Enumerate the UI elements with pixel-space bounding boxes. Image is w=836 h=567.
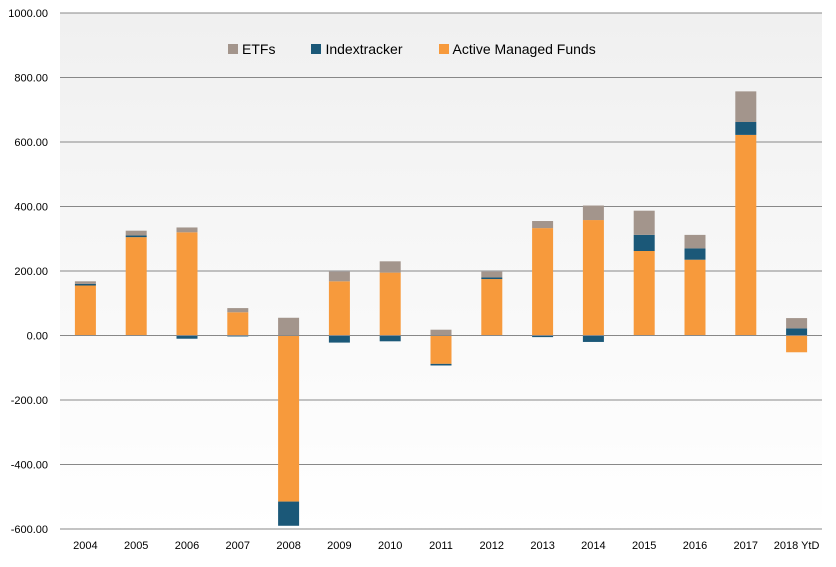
- y-tick-label: -400.00: [11, 460, 48, 472]
- legend-swatch: [438, 44, 449, 54]
- bar-indextracker: [481, 277, 503, 280]
- bar-active-managed-funds: [74, 285, 96, 336]
- bar-indextracker: [379, 335, 401, 342]
- bar-active-managed-funds: [227, 312, 249, 336]
- bar-indextracker: [328, 335, 350, 343]
- x-tick-label: 2013: [530, 540, 554, 552]
- bar-active-managed-funds: [430, 335, 452, 364]
- x-tick-label: 2006: [175, 540, 199, 552]
- bar-etfs: [481, 271, 503, 278]
- legend-swatch: [228, 44, 238, 54]
- x-tick-label: 2008: [276, 540, 300, 552]
- legend-label: ETFs: [242, 41, 276, 57]
- bar-etfs: [633, 210, 655, 235]
- bar-indextracker: [582, 335, 604, 342]
- bar-active-managed-funds: [176, 232, 198, 336]
- bar-etfs: [786, 318, 808, 329]
- legend: ETFs Indextracker Active Managed Funds: [228, 41, 632, 57]
- bar-indextracker: [176, 335, 198, 339]
- y-tick-label: -200.00: [11, 395, 48, 407]
- x-tick-label: 2010: [378, 540, 402, 552]
- legend-label: Active Managed Funds: [452, 41, 596, 57]
- bar-active-managed-funds: [481, 279, 503, 336]
- legend-item: ETFs: [228, 41, 275, 57]
- bar-indextracker: [684, 248, 706, 260]
- bar-active-managed-funds: [125, 237, 147, 336]
- y-tick-label: 600.00: [14, 137, 48, 149]
- bar-indextracker: [74, 283, 96, 286]
- bar-etfs: [379, 261, 401, 273]
- bar-etfs: [328, 271, 350, 282]
- y-tick-label: 1000.00: [8, 8, 48, 20]
- x-tick-label: 2007: [226, 540, 250, 552]
- bar-etfs: [582, 205, 604, 221]
- x-tick-label: 2009: [327, 540, 351, 552]
- bar-etfs: [735, 91, 757, 123]
- bar-etfs: [125, 230, 147, 236]
- y-tick-label: 200.00: [14, 266, 48, 278]
- bar-active-managed-funds: [532, 228, 554, 336]
- bar-indextracker: [430, 363, 452, 366]
- y-tick-label: 800.00: [14, 73, 48, 85]
- x-tick-label: 2017: [734, 540, 758, 552]
- bar-active-managed-funds: [684, 259, 706, 336]
- x-tick-label: 2016: [683, 540, 707, 552]
- bar-active-managed-funds: [735, 134, 757, 336]
- legend-label: Indextracker: [325, 41, 403, 57]
- bar-etfs: [176, 227, 198, 233]
- legend-swatch: [311, 44, 322, 54]
- x-tick-label: 2004: [73, 540, 97, 552]
- legend-item: Indextracker: [311, 41, 403, 57]
- bar-active-managed-funds: [786, 335, 808, 353]
- bar-etfs: [684, 234, 706, 249]
- bar-active-managed-funds: [379, 272, 401, 336]
- bar-active-managed-funds: [328, 281, 350, 336]
- x-tick-label: 2005: [124, 540, 148, 552]
- bar-active-managed-funds: [582, 220, 604, 336]
- x-tick-label: 2014: [581, 540, 605, 552]
- x-tick-label: 2015: [632, 540, 656, 552]
- y-tick-label: 400.00: [14, 202, 48, 214]
- bar-active-managed-funds: [633, 251, 655, 336]
- bar-indextracker: [633, 234, 655, 252]
- legend-item: Active Managed Funds: [438, 41, 596, 57]
- bar-etfs: [278, 317, 300, 336]
- bar-active-managed-funds: [278, 335, 300, 502]
- y-tick-label: 0.00: [27, 331, 48, 343]
- bar-etfs: [74, 281, 96, 284]
- bar-indextracker: [735, 122, 757, 135]
- bar-indextracker: [278, 501, 300, 526]
- x-tick-label: 2018 YtD: [774, 540, 820, 552]
- bar-indextracker: [532, 335, 554, 338]
- bar-etfs: [532, 221, 554, 229]
- bar-etfs: [430, 329, 452, 336]
- bar-indextracker: [786, 328, 808, 336]
- x-tick-label: 2012: [480, 540, 504, 552]
- y-tick-label: -600.00: [11, 524, 48, 536]
- x-tick-label: 2011: [429, 540, 453, 552]
- bar-indextracker: [125, 235, 147, 238]
- bar-etfs: [227, 308, 249, 313]
